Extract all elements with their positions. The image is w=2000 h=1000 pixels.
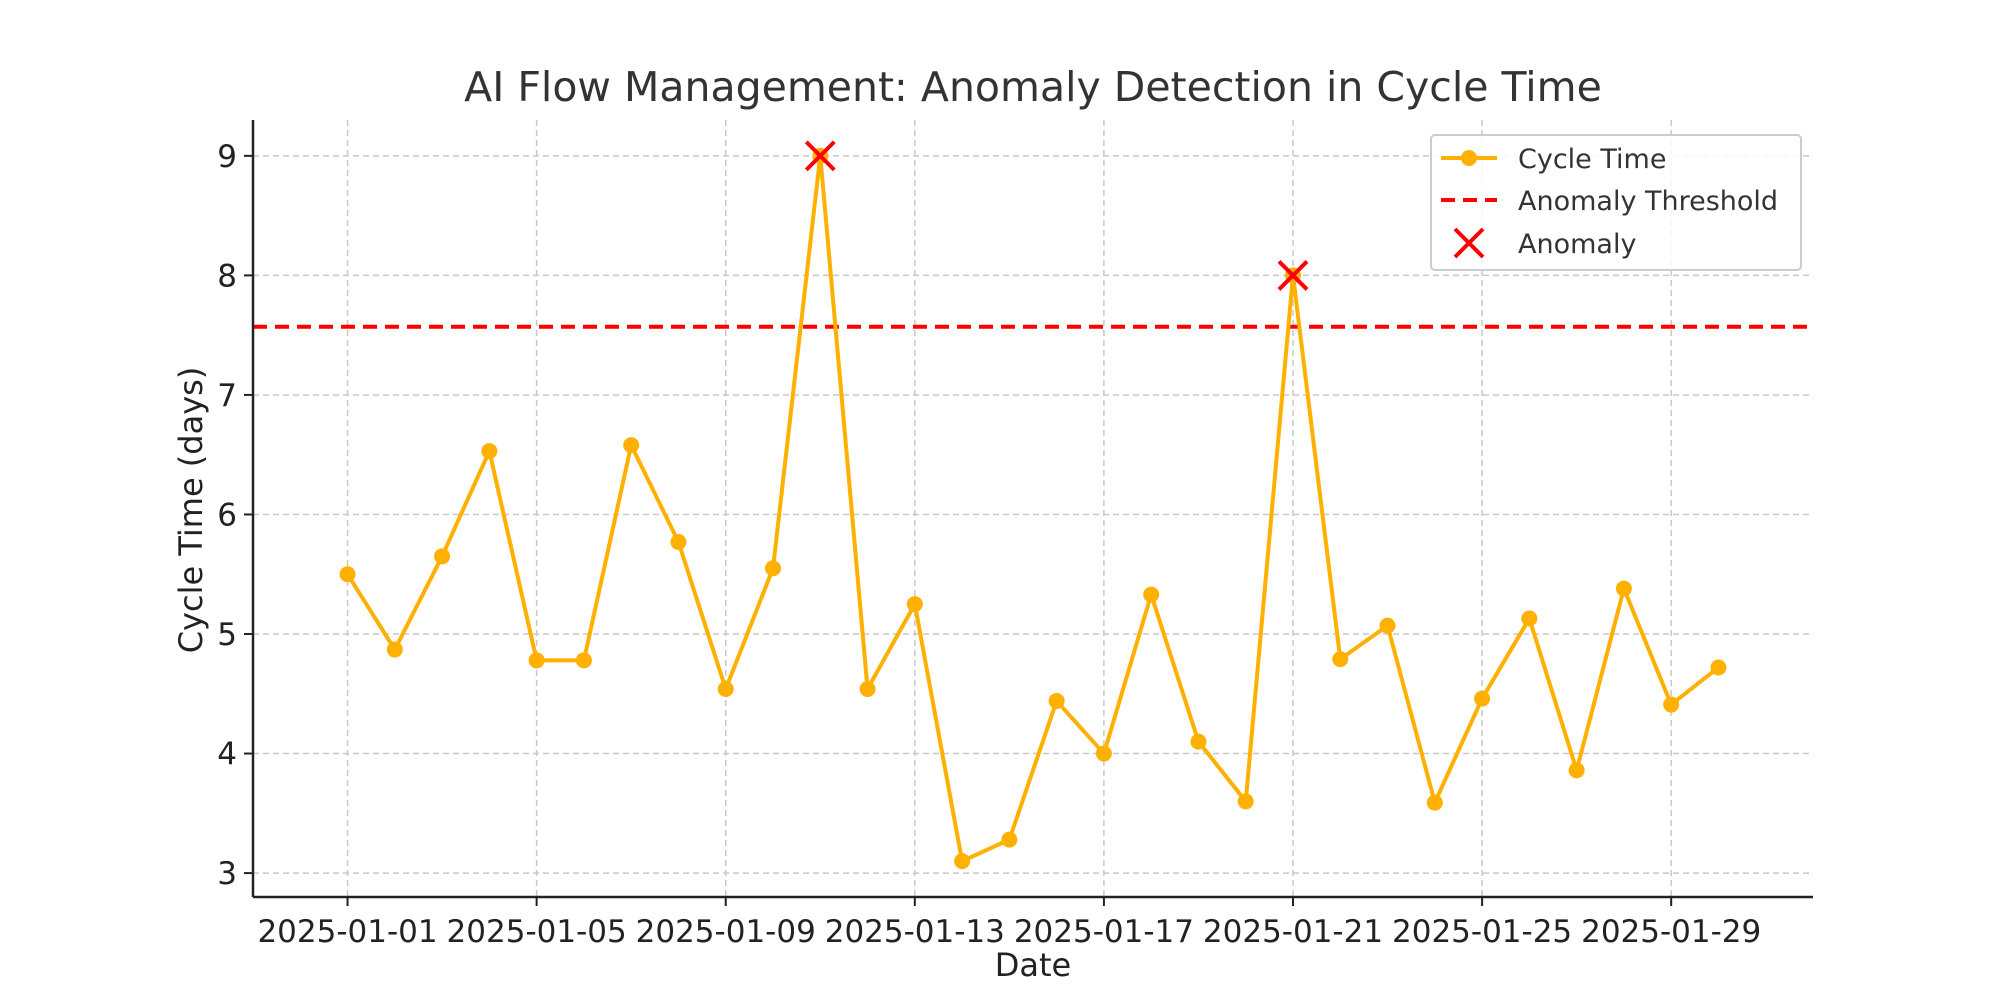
x-tick-label: 2025-01-29 bbox=[1581, 914, 1761, 950]
cycle-time-point bbox=[386, 641, 403, 658]
legend: Cycle Time Anomaly Threshold Anomaly bbox=[1430, 134, 1802, 271]
cycle-time-point bbox=[1237, 793, 1254, 810]
legend-label-anomaly: Anomaly bbox=[1518, 229, 1636, 260]
cycle-time-point bbox=[1143, 586, 1160, 603]
tick-labels: 2025-01-01 2025-01-05 2025-01-09 2025-01-13… bbox=[217, 139, 1761, 950]
y-tick-label: 7 bbox=[217, 378, 237, 414]
series-layer bbox=[339, 147, 1727, 870]
cycle-time-point bbox=[1663, 696, 1680, 713]
x-tick-label: 2025-01-21 bbox=[1203, 914, 1383, 950]
x-tick-label: 2025-01-09 bbox=[636, 914, 816, 950]
cycle-time-point bbox=[1521, 610, 1538, 627]
cycle-time-point bbox=[1379, 617, 1396, 634]
axes bbox=[244, 120, 1813, 906]
x-axis-label: Date bbox=[995, 946, 1071, 984]
anomaly-marker bbox=[804, 140, 836, 172]
chart-title: AI Flow Management: Anomaly Detection in… bbox=[464, 63, 1602, 111]
legend-item-anomaly: Anomaly bbox=[1453, 227, 1636, 260]
cycle-time-point bbox=[528, 652, 545, 669]
x-tick-label: 2025-01-01 bbox=[257, 914, 437, 950]
cycle-time-point bbox=[1710, 659, 1727, 676]
cycle-time-point bbox=[1048, 692, 1065, 709]
x-tick-label: 2025-01-13 bbox=[825, 914, 1005, 950]
legend-item-threshold: Anomaly Threshold bbox=[1441, 186, 1778, 217]
y-tick-label: 5 bbox=[217, 617, 237, 653]
legend-swatch-marker bbox=[1461, 150, 1477, 166]
cycle-time-point bbox=[765, 560, 781, 577]
y-tick-label: 8 bbox=[217, 258, 237, 294]
y-axis-label: Cycle Time (days) bbox=[172, 367, 210, 654]
cycle-time-point bbox=[481, 443, 498, 460]
x-tick-label: 2025-01-17 bbox=[1014, 914, 1194, 950]
cycle-time-point bbox=[339, 566, 356, 583]
legend-label-threshold: Anomaly Threshold bbox=[1518, 186, 1778, 217]
legend-item-cycle-time: Cycle Time bbox=[1441, 144, 1666, 175]
cycle-time-point bbox=[434, 548, 451, 565]
cycle-time-point bbox=[1474, 690, 1491, 707]
cycle-time-point bbox=[1190, 733, 1207, 750]
cycle-time-point bbox=[1001, 831, 1018, 848]
x-tick-label: 2025-01-25 bbox=[1392, 914, 1572, 950]
cycle-time-point bbox=[1426, 794, 1443, 811]
x-tick-label: 2025-01-05 bbox=[447, 914, 627, 950]
cycle-time-point bbox=[859, 681, 876, 698]
cycle-time-point bbox=[1568, 762, 1585, 779]
anomaly-marker bbox=[1277, 259, 1309, 291]
cycle-time-point bbox=[1332, 651, 1349, 668]
cycle-time-point bbox=[1615, 580, 1632, 597]
y-tick-label: 4 bbox=[217, 737, 237, 773]
grid bbox=[253, 120, 1813, 897]
cycle-time-point bbox=[906, 596, 923, 613]
legend-swatch-x-marker bbox=[1453, 227, 1485, 259]
cycle-time-point bbox=[717, 681, 734, 698]
cycle-time-point bbox=[670, 533, 687, 550]
cycle-time-point bbox=[623, 437, 640, 454]
y-tick-label: 6 bbox=[217, 497, 237, 533]
y-tick-label: 3 bbox=[217, 856, 237, 892]
legend-label-cycle-time: Cycle Time bbox=[1518, 144, 1666, 175]
cycle-time-point bbox=[954, 853, 971, 870]
anomaly-layer bbox=[804, 140, 1309, 291]
cycle-time-point bbox=[1095, 745, 1112, 762]
legend-box bbox=[1430, 134, 1802, 271]
cycle-time-point bbox=[575, 652, 592, 669]
y-tick-label: 9 bbox=[217, 139, 237, 175]
